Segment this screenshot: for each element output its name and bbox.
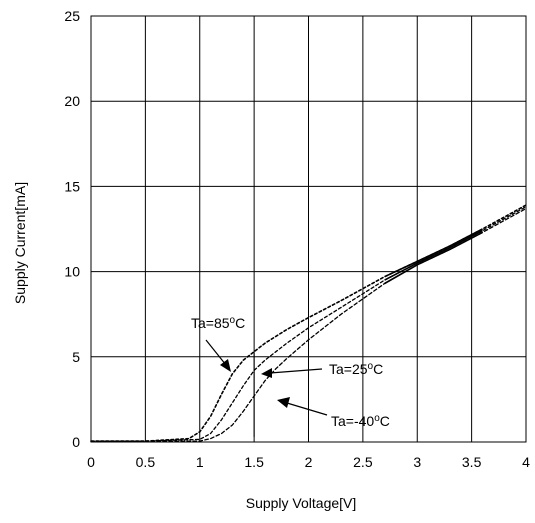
annotation-ta-minus-40-prefix: Ta=-40 xyxy=(331,413,374,429)
series-solid-segment-0 xyxy=(384,228,483,278)
annotations: Ta=85oC Ta=25oC Ta=-40oC xyxy=(191,315,390,429)
x-tick-label: 0.5 xyxy=(136,454,156,470)
x-axis-label: Supply Voltage[V] xyxy=(246,495,357,511)
y-tick-label: 5 xyxy=(72,349,80,365)
annotation-ta-minus-40-sup: o xyxy=(374,413,380,424)
annotation-ta-25-suffix: C xyxy=(373,361,383,377)
y-tick-label: 10 xyxy=(64,264,80,280)
y-tick-label: 20 xyxy=(64,93,80,109)
x-tick-label: 0 xyxy=(87,454,95,470)
annotation-ta-85-sup: o xyxy=(230,315,236,326)
series-solid-segment-2 xyxy=(384,231,483,285)
x-tick-labels: 0 0.5 1 1.5 2 2.5 3 3.5 4 xyxy=(87,454,530,470)
annotation-ta-25-arrow xyxy=(269,368,323,374)
annotation-ta-85: Ta=85oC xyxy=(191,315,245,331)
annotation-ta-85-arrow xyxy=(205,339,227,366)
y-axis-label: Supply Current[mA] xyxy=(12,182,28,304)
y-tick-label: 25 xyxy=(64,8,80,24)
annotation-ta-85-arrowhead xyxy=(220,359,231,372)
annotation-ta-minus-40-suffix: C xyxy=(380,413,390,429)
series-lines xyxy=(90,204,527,442)
annotation-ta-minus-40-arrowhead xyxy=(277,397,290,408)
annotation-ta-25-prefix: Ta=25 xyxy=(329,361,368,377)
annotation-ta-minus-40: Ta=-40oC xyxy=(331,413,390,429)
x-tick-label: 3.5 xyxy=(462,454,482,470)
annotation-ta-85-suffix: C xyxy=(235,315,245,331)
series-line-1 xyxy=(90,206,527,442)
annotation-ta-25-sup: o xyxy=(368,361,374,372)
annotation-ta-85-prefix: Ta=85 xyxy=(191,315,230,331)
series-solid-segment-1 xyxy=(384,229,483,281)
y-tick-labels: 0 5 10 15 20 25 xyxy=(64,8,80,450)
annotation-ta-25: Ta=25oC xyxy=(329,361,383,377)
grid-lines xyxy=(90,15,527,443)
plot-frame xyxy=(90,15,527,443)
annotation-ta-minus-40-arrow xyxy=(286,402,328,416)
annotation-ta-25-arrowhead xyxy=(261,368,272,378)
x-tick-label: 3 xyxy=(413,454,421,470)
x-tick-label: 4 xyxy=(522,454,530,470)
y-tick-label: 15 xyxy=(64,178,80,194)
x-tick-label: 2 xyxy=(305,454,313,470)
x-tick-label: 1 xyxy=(196,454,204,470)
x-tick-label: 2.5 xyxy=(353,454,373,470)
x-tick-label: 1.5 xyxy=(244,454,264,470)
y-tick-label: 0 xyxy=(72,434,80,450)
